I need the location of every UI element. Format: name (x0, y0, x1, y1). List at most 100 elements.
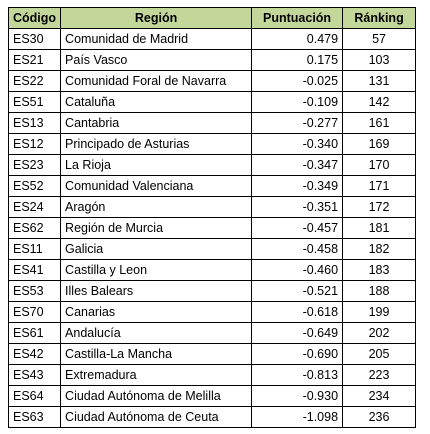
cell-rank: 205 (342, 343, 417, 365)
cell-code: ES12 (7, 133, 62, 155)
header-code: Código (7, 7, 62, 29)
cell-code: ES13 (7, 112, 62, 134)
cell-region: Ciudad Autónoma de Melilla (60, 385, 253, 407)
cell-region: Región de Murcia (60, 217, 253, 239)
table-row: ES42 Castilla-La Mancha -0.690 205 (7, 343, 417, 365)
header-rank: Ránking (342, 7, 417, 29)
table-row: ES41 Castilla y Leon -0.460 183 (7, 259, 417, 281)
cell-rank: 57 (342, 28, 417, 50)
cell-score: -0.351 (251, 196, 344, 218)
cell-rank: 103 (342, 49, 417, 71)
table-row: ES13 Cantabria -0.277 161 (7, 112, 417, 134)
cell-region: La Rioja (60, 154, 253, 176)
cell-code: ES51 (7, 91, 62, 113)
cell-rank: 142 (342, 91, 417, 113)
cell-rank: 169 (342, 133, 417, 155)
cell-rank: 161 (342, 112, 417, 134)
cell-score: -0.340 (251, 133, 344, 155)
regions-ranking-table: Código Región Puntuación Ránking ES30 Com… (7, 7, 417, 428)
cell-code: ES63 (7, 406, 62, 428)
cell-code: ES22 (7, 70, 62, 92)
cell-code: ES64 (7, 385, 62, 407)
cell-code: ES70 (7, 301, 62, 323)
cell-rank: 234 (342, 385, 417, 407)
cell-rank: 182 (342, 238, 417, 260)
cell-score: -1.098 (251, 406, 344, 428)
cell-score: -0.460 (251, 259, 344, 281)
table-row: ES52 Comunidad Valenciana -0.349 171 (7, 175, 417, 197)
cell-region: Illes Balears (60, 280, 253, 302)
cell-rank: 199 (342, 301, 417, 323)
cell-score: -0.690 (251, 343, 344, 365)
cell-rank: 188 (342, 280, 417, 302)
cell-region: Cantabria (60, 112, 253, 134)
cell-region: Castilla y Leon (60, 259, 253, 281)
cell-score: -0.813 (251, 364, 344, 386)
cell-code: ES42 (7, 343, 62, 365)
cell-region: Castilla-La Mancha (60, 343, 253, 365)
table-row: ES23 La Rioja -0.347 170 (7, 154, 417, 176)
table-row: ES63 Ciudad Autónoma de Ceuta -1.098 236 (7, 406, 417, 428)
table-row: ES51 Cataluña -0.109 142 (7, 91, 417, 113)
table-body: ES30 Comunidad de Madrid 0.479 57 ES21 País V… (7, 28, 417, 428)
cell-region: Comunidad de Madrid (60, 28, 253, 50)
cell-score: -0.457 (251, 217, 344, 239)
cell-code: ES23 (7, 154, 62, 176)
cell-code: ES41 (7, 259, 62, 281)
cell-score: 0.479 (251, 28, 344, 50)
cell-code: ES30 (7, 28, 62, 50)
header-region: Región (60, 7, 253, 29)
cell-score: -0.025 (251, 70, 344, 92)
cell-code: ES61 (7, 322, 62, 344)
cell-score: -0.109 (251, 91, 344, 113)
table-row: ES11 Galicia -0.458 182 (7, 238, 417, 260)
cell-region: Extremadura (60, 364, 253, 386)
table-row: ES24 Aragón -0.351 172 (7, 196, 417, 218)
table-row: ES30 Comunidad de Madrid 0.479 57 (7, 28, 417, 50)
table-row: ES43 Extremadura -0.813 223 (7, 364, 417, 386)
cell-score: -0.618 (251, 301, 344, 323)
cell-code: ES24 (7, 196, 62, 218)
cell-rank: 223 (342, 364, 417, 386)
cell-code: ES11 (7, 238, 62, 260)
cell-rank: 172 (342, 196, 417, 218)
cell-region: Aragón (60, 196, 253, 218)
cell-code: ES62 (7, 217, 62, 239)
table-row: ES22 Comunidad Foral de Navarra -0.025 131 (7, 70, 417, 92)
cell-region: País Vasco (60, 49, 253, 71)
cell-region: Cataluña (60, 91, 253, 113)
cell-score: -0.649 (251, 322, 344, 344)
cell-code: ES52 (7, 175, 62, 197)
cell-region: Comunidad Foral de Navarra (60, 70, 253, 92)
cell-score: -0.930 (251, 385, 344, 407)
cell-rank: 131 (342, 70, 417, 92)
cell-score: -0.458 (251, 238, 344, 260)
cell-rank: 236 (342, 406, 417, 428)
cell-rank: 202 (342, 322, 417, 344)
cell-score: -0.349 (251, 175, 344, 197)
cell-region: Canarias (60, 301, 253, 323)
cell-rank: 171 (342, 175, 417, 197)
table-row: ES53 Illes Balears -0.521 188 (7, 280, 417, 302)
cell-region: Andalucía (60, 322, 253, 344)
table-row: ES21 País Vasco 0.175 103 (7, 49, 417, 71)
table-header: Código Región Puntuación Ránking (7, 7, 417, 29)
table-row: ES64 Ciudad Autónoma de Melilla -0.930 234 (7, 385, 417, 407)
cell-rank: 170 (342, 154, 417, 176)
header-score: Puntuación (251, 7, 344, 29)
cell-score: -0.521 (251, 280, 344, 302)
cell-rank: 181 (342, 217, 417, 239)
cell-region: Comunidad Valenciana (60, 175, 253, 197)
table-row: ES70 Canarias -0.618 199 (7, 301, 417, 323)
cell-region: Principado de Asturias (60, 133, 253, 155)
cell-code: ES53 (7, 280, 62, 302)
cell-score: -0.277 (251, 112, 344, 134)
cell-rank: 183 (342, 259, 417, 281)
cell-score: -0.347 (251, 154, 344, 176)
cell-region: Galicia (60, 238, 253, 260)
header-row: Código Región Puntuación Ránking (7, 7, 417, 29)
cell-code: ES21 (7, 49, 62, 71)
table-row: ES62 Región de Murcia -0.457 181 (7, 217, 417, 239)
cell-code: ES43 (7, 364, 62, 386)
table-row: ES12 Principado de Asturias -0.340 169 (7, 133, 417, 155)
